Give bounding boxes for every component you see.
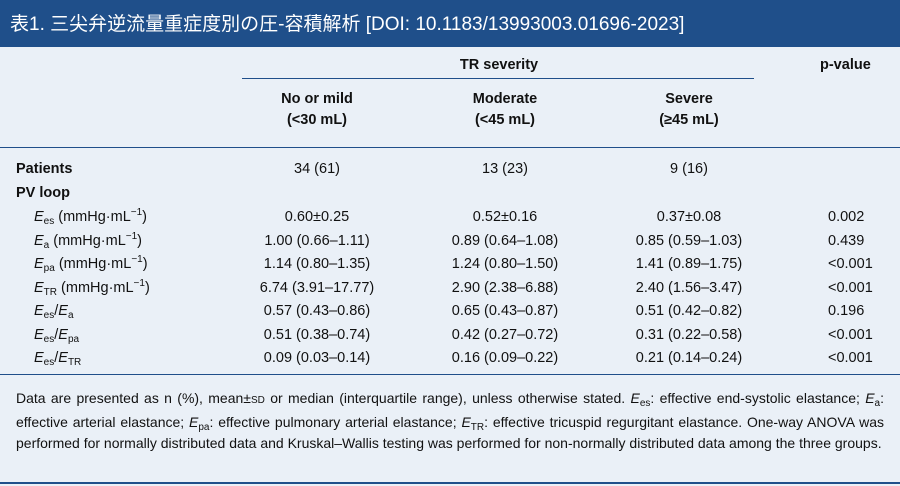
- bottom-rule: [0, 374, 900, 375]
- table-cell: 1.14 (0.80–1.35): [263, 256, 371, 272]
- footnote-sd: SD: [250, 395, 265, 406]
- footnote-e-pa: E: [189, 413, 199, 430]
- footnote-text-5: : effective pulmonary arterial elastance…: [209, 413, 462, 430]
- group-underline: [242, 78, 754, 79]
- table-cell: 0.51 (0.38–0.74): [263, 326, 371, 343]
- row-label: Ea (mmHg·mL−1): [34, 230, 143, 251]
- footnote-text-3: : effective end-systolic elastance;: [650, 390, 866, 406]
- table-cell: 0.89 (0.64–1.08): [451, 232, 559, 249]
- table-title: 表1. 三尖弁逆流量重症度別の圧-容積解析 [DOI: 10.1183/1399…: [10, 14, 685, 35]
- tr-severity-header: TR severity: [459, 57, 539, 73]
- footnote-e-a: E: [865, 390, 875, 406]
- footnote-text-2: or median (interquartile range), unless …: [264, 390, 631, 406]
- table-cell: 0.85 (0.59–1.03): [635, 232, 743, 249]
- footnote-e-tr: E: [461, 413, 471, 430]
- row-label: Ees/Ea: [34, 303, 74, 321]
- footnote-e-tr-sub: TR: [470, 421, 485, 433]
- pvalue-cell: <0.001: [828, 326, 873, 343]
- pv-loop-section: PV loop: [16, 185, 70, 201]
- table-cell: 0.51 (0.42–0.82): [635, 303, 743, 319]
- col-no-mild-line2: (<30 mL): [286, 112, 348, 128]
- table-cell: 0.37±0.08: [656, 209, 722, 225]
- footnote-text-6: : effective tricuspid regurgitant elasta…: [16, 413, 884, 452]
- table-cell: 0.52±0.16: [472, 209, 538, 225]
- patients-severe: 9 (16): [670, 161, 708, 177]
- row-label: Ees (mmHg·mL−1): [34, 207, 148, 227]
- table-cell: 1.00 (0.66–1.11): [264, 232, 370, 249]
- footnote-e-es-sub: es: [639, 398, 651, 409]
- pvalue-cell: <0.001: [828, 256, 873, 272]
- table-cell: 1.41 (0.89–1.75): [635, 256, 743, 272]
- row-label: Ees/ETR: [34, 350, 82, 368]
- row-label: Ees/Epa: [34, 326, 80, 345]
- title-bar: 表1. 三尖弁逆流量重症度別の圧-容積解析 [DOI: 10.1183/1399…: [0, 0, 900, 45]
- row-label: ETR (mmHg·mL−1): [34, 277, 150, 298]
- patients-label: Patients: [16, 161, 73, 177]
- col-severe-line2: (≥45 mL): [659, 112, 719, 128]
- footnote-text-1: Data are presented as n (%), mean±: [16, 390, 251, 406]
- col-no-mild-line1: No or mild: [281, 91, 353, 107]
- col-moderate-line1: Moderate: [472, 91, 538, 107]
- footnote-e-a-sub: a: [874, 398, 881, 409]
- table-footnote: Data are presented as n (%), mean±SD or …: [16, 388, 884, 455]
- pvalue-cell: 0.196: [828, 303, 865, 319]
- table-cell: 0.31 (0.22–0.58): [635, 326, 743, 343]
- top-rule: [0, 45, 900, 47]
- footnote-rule: [0, 482, 900, 484]
- table-cell: 0.21 (0.14–0.24): [635, 350, 743, 366]
- pvalue-header: p-value: [820, 57, 871, 73]
- header-rule: [0, 147, 900, 148]
- table-cell: 6.74 (3.91–17.77): [259, 279, 375, 296]
- table-cell: 0.60±0.25: [284, 209, 350, 225]
- table-cell: 0.65 (0.43–0.87): [451, 303, 559, 319]
- table-cell: 0.16 (0.09–0.22): [451, 350, 559, 366]
- table-cell: 0.57 (0.43–0.86): [263, 303, 371, 319]
- footnote-text-4: : effective arterial elastance;: [16, 390, 884, 430]
- table-cell: 2.90 (2.38–6.88): [451, 279, 559, 296]
- pvalue-cell: 0.002: [828, 209, 865, 225]
- table-cell: 2.40 (1.56–3.47): [635, 279, 743, 296]
- table-cell: 0.09 (0.03–0.14): [263, 350, 371, 366]
- footnote-e-es: E: [630, 390, 640, 406]
- patients-moderate: 13 (23): [482, 161, 528, 177]
- row-label: Epa (mmHg·mL−1): [34, 254, 148, 274]
- col-severe-line1: Severe: [665, 91, 713, 107]
- pvalue-cell: 0.439: [828, 232, 865, 249]
- patients-no-mild: 34 (61): [294, 161, 340, 177]
- col-moderate-line2: (<45 mL): [474, 112, 536, 128]
- pvalue-cell: <0.001: [828, 350, 873, 366]
- pvalue-cell: <0.001: [828, 279, 873, 296]
- table-cell: 0.42 (0.27–0.72): [451, 326, 559, 343]
- footnote-e-pa-sub: pa: [198, 421, 210, 433]
- table-cell: 1.24 (0.80–1.50): [451, 256, 559, 272]
